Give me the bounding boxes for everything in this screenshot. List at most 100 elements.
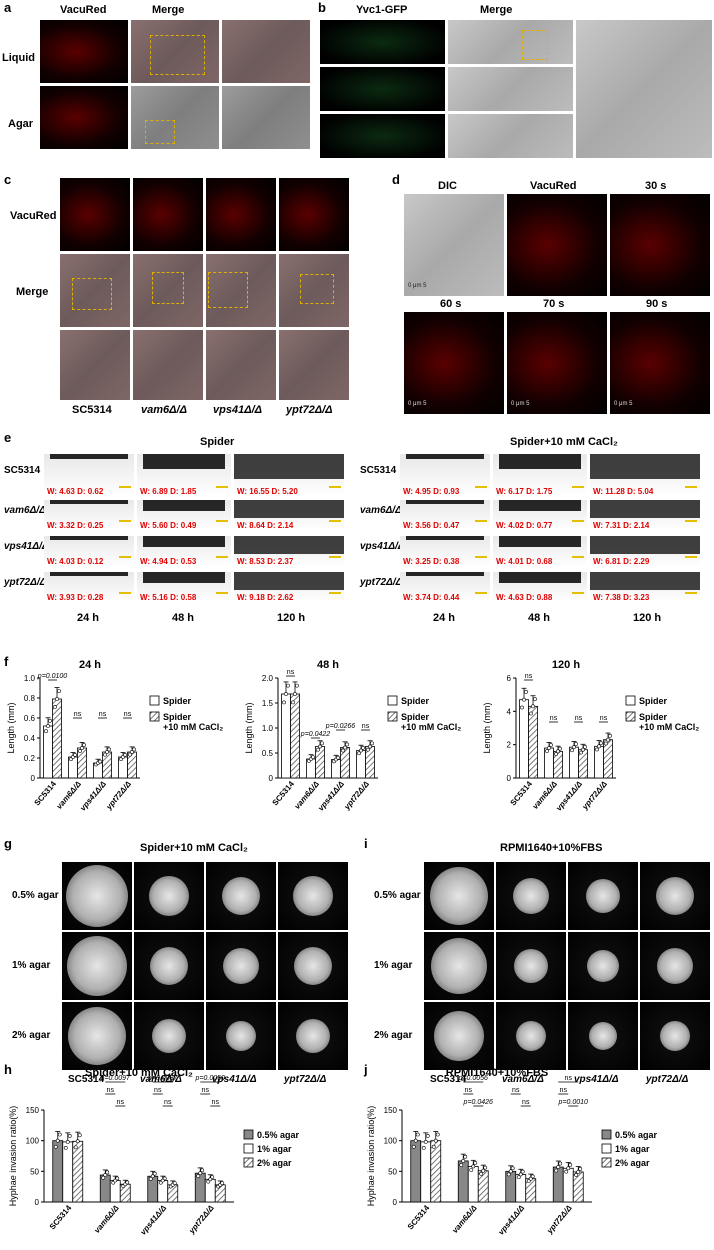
legend-label: Spider [401, 696, 430, 706]
data-point [63, 1146, 68, 1150]
c-zoom-vam6-image [133, 330, 203, 400]
i-strain-label: ypt72Δ/Δ [646, 1074, 689, 1085]
data-point [516, 1175, 521, 1180]
data-point [291, 700, 295, 705]
y-tick-label: 1.5 [262, 699, 274, 708]
b-merge-row2-image [448, 67, 573, 111]
e-wd-label: W: 5.60 D: 0.49 [140, 521, 197, 530]
data-point [549, 743, 553, 747]
e-scale-bar [119, 592, 131, 594]
legend-swatch [625, 711, 636, 722]
g-colony [296, 1019, 330, 1053]
data-point [545, 749, 549, 753]
e-scale-bar [572, 592, 584, 594]
data-point [431, 1144, 436, 1149]
bar [52, 1140, 64, 1203]
i-row-label: 1% agar [374, 960, 413, 971]
bar [43, 725, 53, 779]
g-strain-label: SC5314 [68, 1074, 105, 1085]
e-invasion-image [234, 500, 344, 530]
e-scale-bar [572, 556, 584, 558]
x-tick-label: ypt72Δ/Δ [342, 779, 372, 812]
c-merge-ypt72-image [279, 254, 349, 327]
data-point [293, 692, 297, 696]
d-scale-bar-60s: 0 μm 5 [408, 401, 427, 407]
i-strain-label: vps41Δ/Δ [574, 1074, 619, 1085]
data-point [522, 697, 526, 702]
i-strain-label: SC5314 [430, 1074, 467, 1085]
data-point [604, 741, 608, 746]
e-time-label: 120 h [277, 612, 306, 624]
bar [528, 705, 538, 779]
data-point [65, 1139, 70, 1144]
bar [147, 1175, 159, 1203]
data-point [413, 1138, 418, 1143]
e-scale-bar [329, 520, 341, 522]
x-tick-label: SC5314 [271, 779, 297, 807]
i-plate-image [424, 932, 494, 1000]
e-scale-bar [119, 556, 131, 558]
d-90s-image [610, 312, 710, 414]
b-gfp-row1-image [320, 20, 445, 64]
significance-label: ns [522, 1099, 530, 1106]
e-invasion-image [234, 454, 344, 496]
e-time-label: 120 h [633, 612, 662, 624]
significance-label: ns [565, 1075, 573, 1082]
bar [281, 693, 291, 779]
c-strain-vam6: vam6Δ/Δ [141, 404, 187, 416]
chart-title: RPMI1640+10%FBS [446, 1067, 548, 1079]
e-scale-bar [475, 520, 487, 522]
g-row-label: 0.5% agar [12, 890, 59, 901]
e-scale-bar [572, 520, 584, 522]
data-point [359, 748, 363, 753]
e-colony-band [50, 454, 128, 460]
i-plate-image [640, 1002, 710, 1070]
g-plate-image [206, 1002, 276, 1070]
data-point [101, 1175, 106, 1180]
data-point [572, 745, 576, 750]
y-tick-label: 0.6 [24, 714, 36, 723]
y-tick-label: 1.0 [24, 674, 36, 683]
data-point [481, 1168, 486, 1173]
bar [515, 1174, 527, 1203]
i-row-label: 0.5% agar [374, 890, 421, 901]
data-point [77, 1133, 82, 1138]
legend-swatch [243, 1143, 254, 1154]
significance-label: ns [154, 1087, 162, 1094]
significance-label: p=0.0087 [147, 1075, 178, 1082]
c-merge-sc5314-image [60, 254, 130, 327]
data-point [132, 747, 136, 752]
data-point [554, 752, 558, 756]
chart-j: RPMI1640+10%FBS 0 50 100 150 Hyphae invasion … [366, 1067, 658, 1237]
data-point [57, 1132, 62, 1137]
significance-label: ns [525, 673, 533, 680]
data-point [568, 1162, 573, 1167]
data-point [574, 742, 578, 746]
i-row-label: 2% agar [374, 1030, 413, 1041]
data-point [343, 745, 347, 750]
c-row-label-merge: Merge [16, 286, 49, 298]
significance-label: ns [600, 715, 608, 722]
i-plate-image [424, 862, 494, 930]
y-axis-label: Length (mm) [6, 702, 16, 753]
significance-label: ns [117, 1099, 125, 1106]
data-point [368, 744, 372, 749]
e-colony-band [590, 572, 700, 590]
data-point [411, 1144, 416, 1149]
data-point [107, 747, 111, 752]
bar [594, 745, 604, 779]
data-point [286, 683, 290, 688]
e-wd-label: W: 3.93 D: 0.28 [47, 593, 104, 602]
e-invasion-image [493, 536, 587, 566]
e-scale-bar [329, 556, 341, 558]
e-wd-label: W: 4.95 D: 0.93 [403, 487, 460, 496]
x-tick-label: ypt72Δ/Δ [186, 1203, 216, 1236]
data-point [148, 1176, 153, 1181]
x-tick-label: vps41Δ/Δ [78, 779, 108, 813]
x-tick-label: ypt72Δ/Δ [104, 779, 134, 812]
data-point [44, 729, 48, 734]
g-colony [223, 948, 259, 984]
e-title-spider-cacl2: Spider+10 mM CaCl₂ [510, 436, 618, 448]
i-title: RPMI1640+10%FBS [500, 842, 603, 854]
data-point [105, 1170, 110, 1175]
